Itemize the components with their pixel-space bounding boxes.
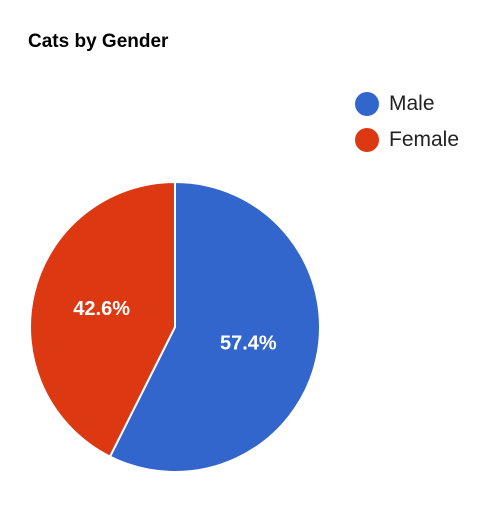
legend-swatch-male (355, 92, 379, 116)
legend-swatch-female (355, 128, 379, 152)
legend-item-female[interactable]: Female (355, 122, 459, 158)
legend-label-male: Male (389, 92, 435, 115)
chart-title: Cats by Gender (28, 31, 169, 52)
slice-label-female: 42.6% (73, 298, 130, 320)
slice-label-male: 57.4% (220, 333, 277, 355)
pie-labels: 57.4% 42.6% (73, 298, 277, 355)
pie-slice-male[interactable] (108, 180, 321, 473)
legend-label-female: Female (389, 128, 460, 151)
pie-slice-female[interactable] (29, 180, 176, 458)
legend-item-male[interactable]: Male (355, 86, 459, 122)
pie-slices (29, 180, 321, 473)
legend: Male Female (355, 86, 459, 158)
